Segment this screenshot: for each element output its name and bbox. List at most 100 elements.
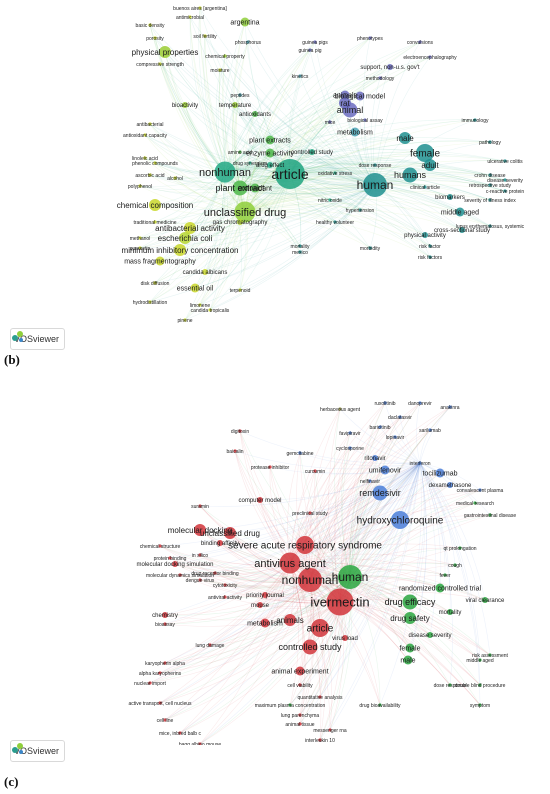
keyword-node[interactable] (447, 194, 453, 200)
keyword-node[interactable] (163, 661, 167, 665)
keyword-node[interactable] (326, 588, 354, 616)
keyword-node[interactable] (372, 455, 378, 461)
keyword-node[interactable] (378, 76, 382, 80)
keyword-node[interactable] (328, 198, 332, 202)
keyword-node[interactable] (459, 227, 465, 233)
keyword-node[interactable] (488, 140, 492, 144)
keyword-node[interactable] (447, 609, 453, 615)
keyword-node[interactable] (260, 618, 270, 628)
keyword-node[interactable] (391, 511, 409, 529)
keyword-node[interactable] (448, 405, 452, 409)
keyword-node[interactable] (405, 643, 415, 653)
keyword-node[interactable] (153, 161, 157, 165)
keyword-node[interactable] (418, 401, 422, 405)
keyword-node[interactable] (288, 703, 292, 707)
keyword-node[interactable] (478, 683, 482, 687)
keyword-node[interactable] (158, 544, 162, 548)
keyword-node[interactable] (202, 269, 208, 275)
keyword-node[interactable] (363, 173, 387, 197)
keyword-node[interactable] (416, 144, 434, 162)
keyword-node[interactable] (262, 592, 268, 598)
keyword-node[interactable] (198, 578, 202, 582)
keyword-node[interactable] (174, 244, 186, 256)
keyword-node[interactable] (428, 255, 432, 259)
keyword-node[interactable] (214, 161, 236, 183)
keyword-node[interactable] (503, 159, 507, 163)
keyword-node[interactable] (298, 250, 302, 254)
keyword-node[interactable] (393, 435, 397, 439)
keyword-node[interactable] (427, 632, 433, 638)
keyword-node[interactable] (368, 479, 372, 483)
keyword-node[interactable] (148, 681, 152, 685)
keyword-node[interactable] (143, 156, 147, 160)
keyword-node[interactable] (402, 167, 418, 183)
keyword-node[interactable] (213, 571, 217, 575)
keyword-node[interactable] (298, 713, 302, 717)
keyword-node[interactable] (172, 561, 178, 567)
keyword-node[interactable] (488, 513, 492, 517)
keyword-node[interactable] (284, 614, 296, 626)
keyword-node[interactable] (246, 40, 250, 44)
keyword-node[interactable] (163, 622, 167, 626)
keyword-node[interactable] (473, 118, 477, 122)
keyword-node[interactable] (163, 718, 167, 722)
keyword-node[interactable] (313, 40, 317, 44)
keyword-node[interactable] (208, 643, 212, 647)
keyword-node[interactable] (198, 303, 202, 307)
keyword-node[interactable] (428, 55, 432, 59)
keyword-node[interactable] (148, 23, 152, 27)
keyword-node[interactable] (179, 232, 191, 244)
keyword-node[interactable] (233, 449, 237, 453)
keyword-node[interactable] (234, 201, 256, 223)
keyword-node[interactable] (398, 415, 402, 419)
keyword-node[interactable] (178, 573, 182, 577)
keyword-node[interactable] (342, 635, 348, 641)
keyword-node[interactable] (158, 671, 162, 675)
keyword-node[interactable] (198, 504, 202, 508)
keyword-node[interactable] (153, 281, 157, 285)
keyword-node[interactable] (188, 15, 192, 19)
keyword-node[interactable] (298, 722, 302, 726)
keyword-node[interactable] (178, 731, 182, 735)
keyword-node[interactable] (298, 74, 302, 78)
keyword-node[interactable] (298, 683, 302, 687)
keyword-node[interactable] (238, 429, 242, 433)
keyword-node[interactable] (149, 199, 161, 211)
keyword-node[interactable] (313, 469, 317, 473)
keyword-node[interactable] (363, 118, 367, 122)
keyword-node[interactable] (435, 583, 445, 593)
keyword-node[interactable] (503, 178, 507, 182)
keyword-node[interactable] (257, 602, 263, 608)
keyword-node[interactable] (404, 612, 416, 624)
keyword-node[interactable] (148, 122, 152, 126)
keyword-node[interactable] (422, 232, 428, 238)
keyword-node[interactable] (378, 703, 382, 707)
keyword-node[interactable] (267, 162, 273, 168)
keyword-node[interactable] (268, 465, 272, 469)
keyword-node[interactable] (372, 485, 388, 501)
keyword-node[interactable] (232, 102, 238, 108)
keyword-node[interactable] (482, 597, 488, 603)
keyword-node[interactable] (458, 546, 462, 550)
keyword-node[interactable] (265, 148, 275, 158)
keyword-node[interactable] (158, 701, 162, 705)
keyword-node[interactable] (308, 48, 312, 52)
keyword-node[interactable] (488, 173, 492, 177)
keyword-node[interactable] (309, 149, 315, 155)
keyword-node[interactable] (387, 64, 393, 70)
keyword-node[interactable] (158, 62, 162, 66)
keyword-node[interactable] (311, 619, 329, 637)
keyword-node[interactable] (298, 244, 302, 248)
keyword-node[interactable] (138, 184, 142, 188)
keyword-node[interactable] (250, 183, 260, 193)
keyword-node[interactable] (238, 93, 242, 97)
keyword-node[interactable] (488, 198, 492, 202)
keyword-node[interactable] (402, 594, 418, 610)
keyword-node[interactable] (143, 133, 147, 137)
keyword-node[interactable] (448, 683, 452, 687)
keyword-node[interactable] (478, 703, 482, 707)
keyword-node[interactable] (223, 583, 227, 587)
keyword-node[interactable] (453, 563, 457, 567)
keyword-node[interactable] (208, 308, 212, 312)
keyword-node[interactable] (428, 244, 432, 248)
